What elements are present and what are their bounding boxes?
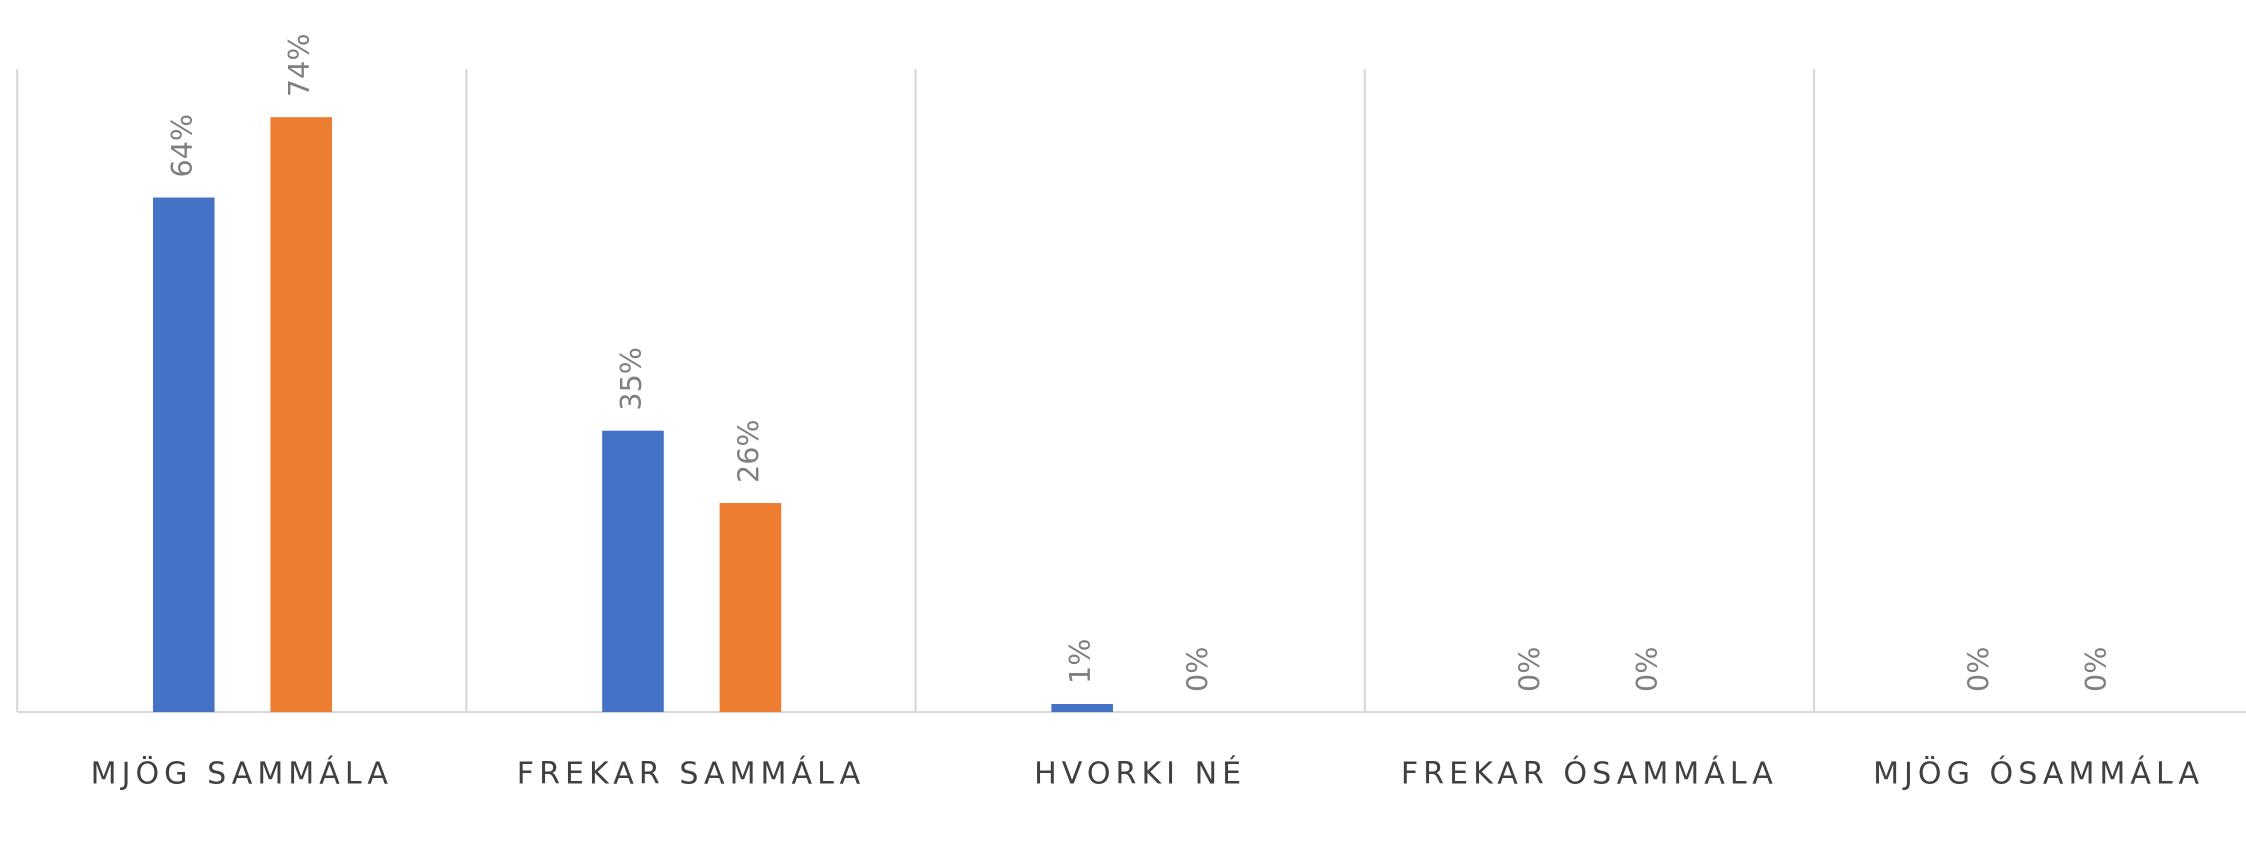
data-label: 0% xyxy=(1962,647,1996,692)
x-label-box: HVORKI NÉ xyxy=(1034,756,1247,791)
x-tick-label: MJÖG SAMMÁLA xyxy=(90,756,393,791)
x-tick-label: HVORKI NÉ xyxy=(1034,756,1247,791)
data-label: 0% xyxy=(1181,647,1215,692)
x-tick-label: FREKAR ÓSAMMÁLA xyxy=(1400,756,1778,791)
x-label-box: FREKAR ÓSAMMÁLA xyxy=(1400,756,1778,791)
data-label: 35% xyxy=(614,347,648,411)
x-label-box: MJÖG SAMMÁLA xyxy=(90,756,393,791)
bar xyxy=(270,117,333,713)
bar xyxy=(1051,704,1113,713)
bar xyxy=(719,503,782,713)
bar xyxy=(602,430,664,713)
x-label-box: FREKAR SAMMÁLA xyxy=(516,756,866,791)
data-label: 64% xyxy=(165,114,199,178)
data-label: 0% xyxy=(2079,647,2113,692)
data-label: 74% xyxy=(282,33,316,97)
data-label: 0% xyxy=(1512,647,1546,692)
x-tick-label: MJÖG ÓSAMMÁLA xyxy=(1873,756,2205,791)
data-label: 1% xyxy=(1063,639,1097,684)
bar xyxy=(152,197,215,713)
x-label-box: MJÖG ÓSAMMÁLA xyxy=(1873,756,2205,791)
x-tick-label: FREKAR SAMMÁLA xyxy=(516,756,866,791)
data-label: 26% xyxy=(731,419,765,483)
data-label: 0% xyxy=(1630,647,1664,692)
